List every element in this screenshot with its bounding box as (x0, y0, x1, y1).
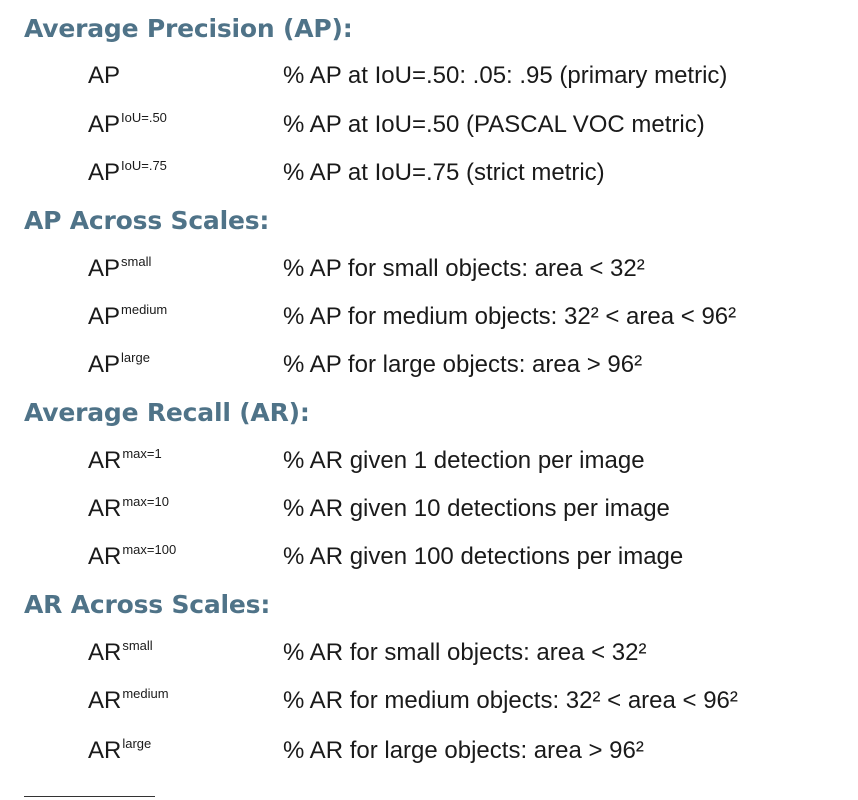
metric-name: APIoU=.75 (88, 158, 167, 186)
metric-name: APlarge (88, 350, 150, 378)
metric-row: APsmall % AP for small objects: area < 3… (0, 252, 858, 286)
section-heading-average-recall: Average Recall (AR): (24, 398, 310, 427)
metric-row: ARmax=100 % AR given 100 detections per … (0, 540, 858, 574)
metric-name: ARmedium (88, 686, 169, 714)
metric-description: % AR given 10 detections per image (283, 495, 670, 522)
metric-row: ARmax=1 % AR given 1 detection per image (0, 444, 858, 478)
metric-name: APsmall (88, 254, 152, 282)
metric-name: APmedium (88, 302, 168, 330)
section-heading-ar-across-scales: AR Across Scales: (24, 590, 271, 619)
metric-row: ARlarge % AR for large objects: area > 9… (0, 734, 858, 768)
metric-row: APIoU=.75 % AP at IoU=.75 (strict metric… (0, 156, 858, 190)
metric-name: ARmax=1 (88, 446, 162, 474)
metric-name: ARsmall (88, 638, 153, 666)
metric-name: AP (88, 62, 121, 89)
metric-description: % AP for medium objects: 32² < area < 96… (283, 303, 737, 330)
metric-row: AP % AP at IoU=.50: .05: .95 (primary me… (0, 59, 858, 93)
section-heading-ap-across-scales: AP Across Scales: (24, 206, 270, 235)
metric-name: ARmax=10 (88, 494, 169, 522)
section-heading-average-precision: Average Precision (AP): (24, 14, 353, 43)
metric-name: ARlarge (88, 736, 152, 764)
metric-name: ARmax=100 (88, 542, 177, 570)
metric-name: APIoU=.50 (88, 110, 167, 138)
metric-description: % AR for large objects: area > 96² (283, 737, 644, 764)
metric-description: % AP for large objects: area > 96² (283, 351, 643, 378)
metric-description: % AR given 1 detection per image (283, 447, 645, 474)
footnote-divider (24, 796, 155, 797)
metric-description: % AR given 100 detections per image (283, 543, 684, 570)
metric-row: ARmax=10 % AR given 10 detections per im… (0, 492, 858, 526)
metric-row: APIoU=.50 % AP at IoU=.50 (PASCAL VOC me… (0, 108, 858, 142)
metric-description: % AR for small objects: area < 32² (283, 639, 647, 666)
metric-row: APmedium % AP for medium objects: 32² < … (0, 300, 858, 334)
metric-description: % AP at IoU=.50 (PASCAL VOC metric) (283, 111, 705, 138)
metric-description: % AP at IoU=.75 (strict metric) (283, 159, 605, 186)
metric-row: ARsmall % AR for small objects: area < 3… (0, 636, 858, 670)
metric-description: % AP for small objects: area < 32² (283, 255, 645, 282)
metric-description: % AP at IoU=.50: .05: .95 (primary metri… (283, 62, 728, 89)
metric-row: APlarge % AP for large objects: area > 9… (0, 348, 858, 382)
metric-row: ARmedium % AR for medium objects: 32² < … (0, 684, 858, 718)
metric-description: % AR for medium objects: 32² < area < 96… (283, 687, 738, 714)
